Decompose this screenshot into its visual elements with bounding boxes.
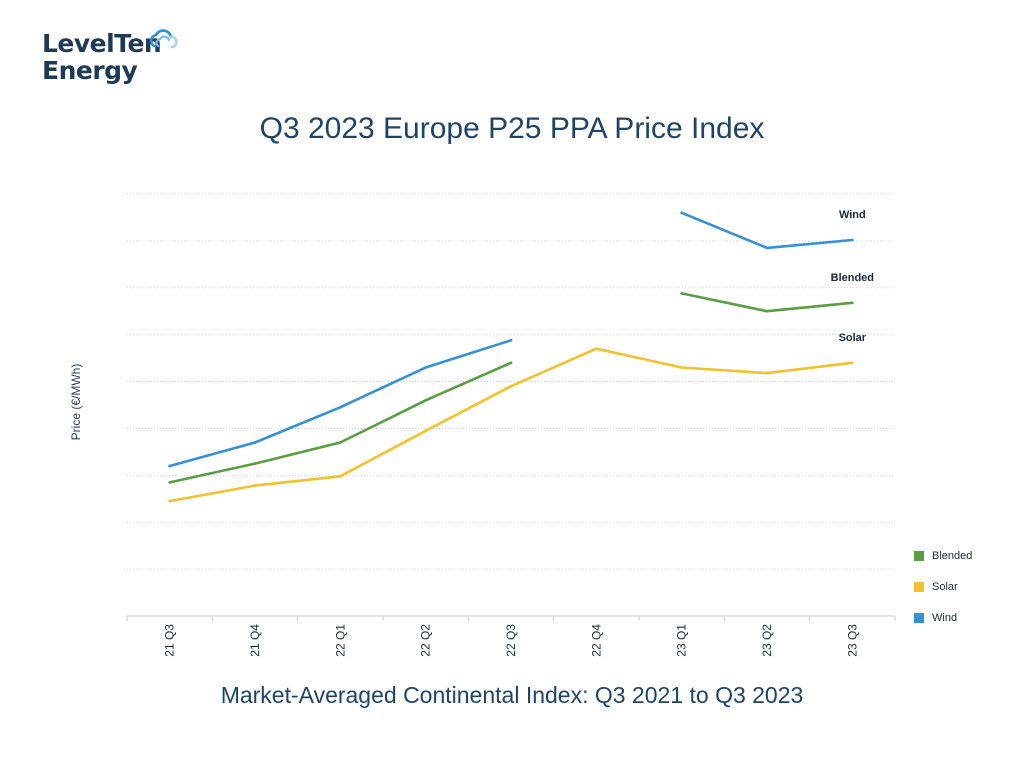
data-point-solar-0 (168, 499, 171, 503)
series-line-wind-segment-0 (168, 338, 513, 468)
legend-swatch-blended (914, 550, 924, 561)
x-tick-label-3: 22 Q2 (419, 624, 433, 657)
chart-legend: Blended Solar Wind (914, 540, 972, 633)
data-point-blended-6 (680, 292, 683, 295)
data-point-wind-3 (424, 366, 427, 369)
legend-swatch-solar (914, 581, 924, 592)
company-logo: LevelTen Energy (42, 29, 178, 85)
x-tick-label-6: 23 Q1 (675, 624, 689, 657)
data-point-blended-0 (168, 481, 171, 484)
data-point-wind-8 (851, 238, 854, 242)
data-point-wind-6 (680, 211, 683, 215)
x-tick-label-7: 23 Q2 (760, 624, 774, 657)
series-line-blended-segment-1 (680, 292, 854, 313)
legend-item-wind: Wind (914, 602, 972, 633)
data-point-wind-1 (253, 441, 257, 444)
data-point-solar-3 (424, 429, 427, 433)
cloud-icon (149, 29, 178, 49)
x-tick-label-1: 21 Q4 (248, 624, 262, 657)
legend-item-blended: Blended (914, 540, 972, 571)
logo-text-line2: Energy (42, 56, 138, 85)
data-point-blended-7 (765, 309, 769, 313)
data-point-wind-2 (339, 406, 342, 409)
x-tick-label-5: 22 Q4 (589, 624, 603, 657)
legend-item-solar: Solar (914, 571, 972, 602)
legend-label-solar: Solar (932, 580, 958, 593)
x-tick-label-2: 22 Q1 (333, 624, 347, 657)
data-point-solar-5 (595, 347, 598, 351)
line-label-wind: Wind (839, 209, 866, 221)
data-point-solar-2 (339, 474, 342, 478)
x-tick-label-0: 21 Q3 (163, 624, 177, 657)
line-label-blended: Blended (831, 272, 874, 284)
legend-label-wind: Wind (932, 611, 958, 624)
legend-swatch-wind (914, 612, 924, 623)
data-point-wind-4 (509, 338, 513, 342)
data-point-solar-6 (680, 366, 683, 369)
x-tick-label-4: 22 Q3 (504, 624, 518, 657)
x-tick-label-8: 23 Q3 (845, 624, 859, 657)
data-point-blended-8 (851, 301, 854, 305)
data-point-solar-1 (253, 484, 257, 487)
logo-text-line1: LevelTen (42, 29, 162, 58)
series-line-wind-segment-1 (680, 211, 854, 250)
chart-subtitle: Market-Averaged Continental Index: Q3 20… (220, 682, 804, 708)
data-point-blended-4 (509, 361, 513, 365)
series-line-blended-segment-0 (168, 361, 513, 484)
data-point-blended-2 (339, 441, 342, 444)
data-point-blended-3 (424, 399, 427, 402)
data-point-blended-1 (253, 462, 257, 465)
chart-title: Q3 2023 Europe P25 PPA Price Index (259, 112, 765, 145)
line-label-solar: Solar (839, 332, 867, 344)
series-line-solar-segment-0 (168, 347, 854, 503)
data-point-solar-4 (509, 384, 513, 388)
data-point-solar-7 (765, 371, 769, 375)
data-point-solar-8 (851, 361, 854, 365)
data-point-wind-7 (765, 246, 769, 250)
data-point-wind-0 (168, 464, 171, 468)
legend-label-blended: Blended (932, 549, 973, 562)
